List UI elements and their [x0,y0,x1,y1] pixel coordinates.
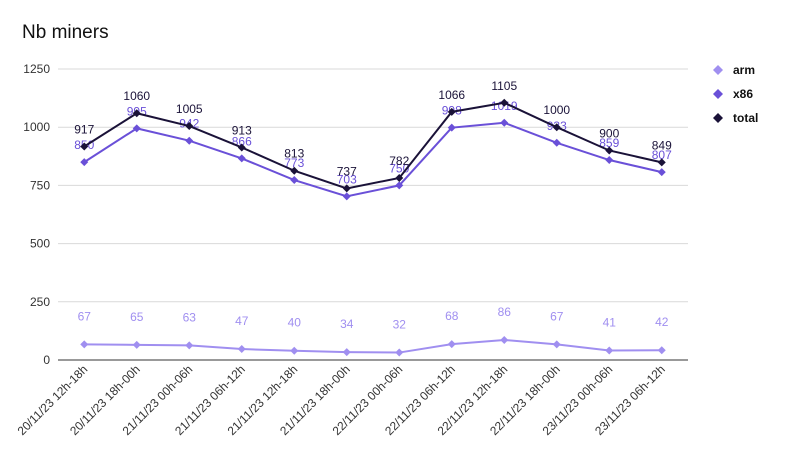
data-label-total: 1060 [123,89,150,103]
data-point-arm [342,348,351,357]
data-point-total [395,173,404,182]
data-point-total [185,122,194,131]
data-point-x86 [447,123,456,132]
legend-label-total: total [733,111,758,125]
data-point-total [657,158,666,167]
data-point-x86 [395,181,404,190]
data-point-arm [552,340,561,349]
y-tick-label: 1250 [23,62,50,76]
data-point-total [447,107,456,116]
data-label-x86: 703 [337,172,357,186]
data-point-x86 [500,118,509,127]
series-line-x86 [83,121,662,198]
data-label-x86: 807 [652,148,672,162]
series-line-total [83,101,662,190]
chart-title: Nb miners [22,22,109,43]
data-point-total [237,143,246,152]
data-label-total: 1066 [438,88,465,102]
data-point-total [605,146,614,155]
data-label-arm: 42 [655,315,669,329]
data-label-total: 737 [337,164,357,178]
data-label-x86: 773 [284,156,304,170]
data-label-total: 900 [599,126,619,140]
y-tick-label: 250 [30,295,50,309]
legend-marker-total [713,113,723,123]
data-point-x86 [657,168,666,177]
data-label-arm: 47 [235,314,249,328]
data-label-total: 1000 [543,103,570,117]
series-line-arm [84,338,662,354]
data-label-arm: 34 [340,317,354,331]
data-label-x86: 859 [599,136,619,150]
data-label-total: 849 [652,138,672,152]
data-point-x86 [342,192,351,201]
data-point-arm [605,346,614,355]
data-label-total: 1105 [491,79,517,93]
data-point-arm [132,340,141,349]
data-label-arm: 41 [603,315,617,329]
data-label-arm: 63 [183,310,197,324]
data-point-x86 [237,154,246,163]
data-point-total [342,184,351,193]
data-point-x86 [132,124,141,133]
data-label-total: 1005 [176,102,203,116]
legend-label-x86: x86 [733,87,753,101]
data-point-x86 [185,136,194,145]
data-point-total [132,109,141,118]
data-label-arm: 32 [393,318,407,332]
data-label-arm: 67 [78,309,92,323]
data-label-total: 813 [284,147,304,161]
data-point-arm [657,346,666,355]
data-point-total [552,123,561,132]
legend-marker-arm [713,65,723,75]
data-point-arm [237,345,246,354]
data-point-total [500,98,509,107]
data-point-x86 [80,158,89,167]
data-point-arm [290,346,299,355]
data-label-arm: 65 [130,310,144,324]
data-point-arm [447,340,456,349]
data-point-arm [395,348,404,357]
y-tick-label: 500 [30,237,50,251]
data-label-arm: 67 [550,309,564,323]
data-point-x86 [605,156,614,165]
y-tick-label: 1000 [23,120,50,134]
data-point-total [290,166,299,175]
data-label-total: 917 [74,123,94,137]
data-label-arm: 40 [288,316,302,330]
data-label-total: 913 [232,123,252,137]
y-tick-label: 750 [30,178,50,192]
data-point-x86 [552,138,561,147]
data-label-arm: 86 [498,305,512,319]
data-label-arm: 68 [445,309,459,323]
data-point-total [80,142,89,151]
legend-marker-x86 [713,89,723,99]
y-tick-label: 0 [43,353,50,367]
data-point-x86 [290,176,299,185]
data-label-total: 782 [389,154,409,168]
data-point-arm [185,341,194,350]
legend-label-arm: arm [733,63,755,77]
data-point-arm [500,335,509,344]
data-point-arm [80,340,89,349]
